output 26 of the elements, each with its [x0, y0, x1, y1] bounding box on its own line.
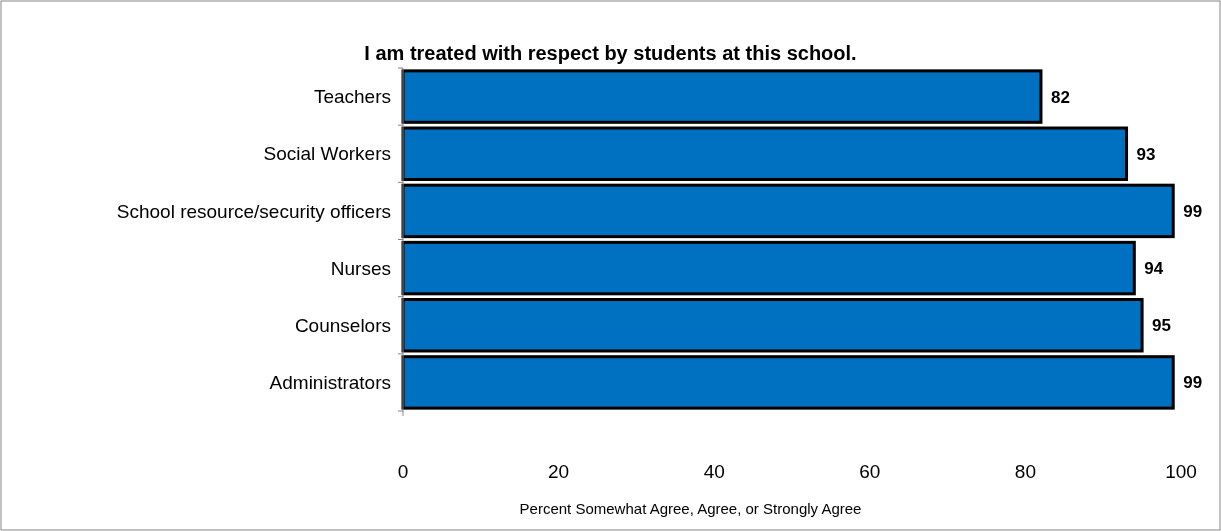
data-label: 95 [1152, 316, 1172, 336]
x-tick-label: 80 [1014, 461, 1036, 482]
y-tick-label: School resource/security officers [116, 200, 391, 222]
data-label: 94 [1144, 259, 1164, 279]
data-label: 99 [1183, 201, 1203, 221]
y-tick-label: Counselors [294, 314, 391, 336]
x-tick-label: 20 [548, 461, 570, 482]
y-tick-label: Teachers [313, 86, 391, 108]
data-label: 82 [1050, 87, 1070, 107]
bar [401, 240, 1136, 296]
bar [401, 355, 1175, 410]
x-axis-title: Percent Somewhat Agree, Agree, or Strongly Agree [519, 500, 862, 517]
x-tick-label: 100 [1165, 461, 1197, 482]
data-label: 99 [1183, 373, 1203, 393]
data-label: 93 [1136, 144, 1156, 164]
y-tick-label: Social Workers [263, 143, 391, 165]
bar [401, 69, 1043, 124]
bar [401, 298, 1144, 353]
y-tick-label: Nurses [330, 257, 391, 279]
x-tick-label: 0 [397, 461, 409, 482]
x-tick-label: 60 [859, 461, 881, 482]
y-tick-label: Administrators [269, 372, 391, 394]
bar [401, 126, 1129, 181]
bar [401, 183, 1175, 239]
chart-title: I am treated with respect by students at this school. [364, 42, 857, 64]
x-tick-label: 40 [703, 461, 725, 482]
